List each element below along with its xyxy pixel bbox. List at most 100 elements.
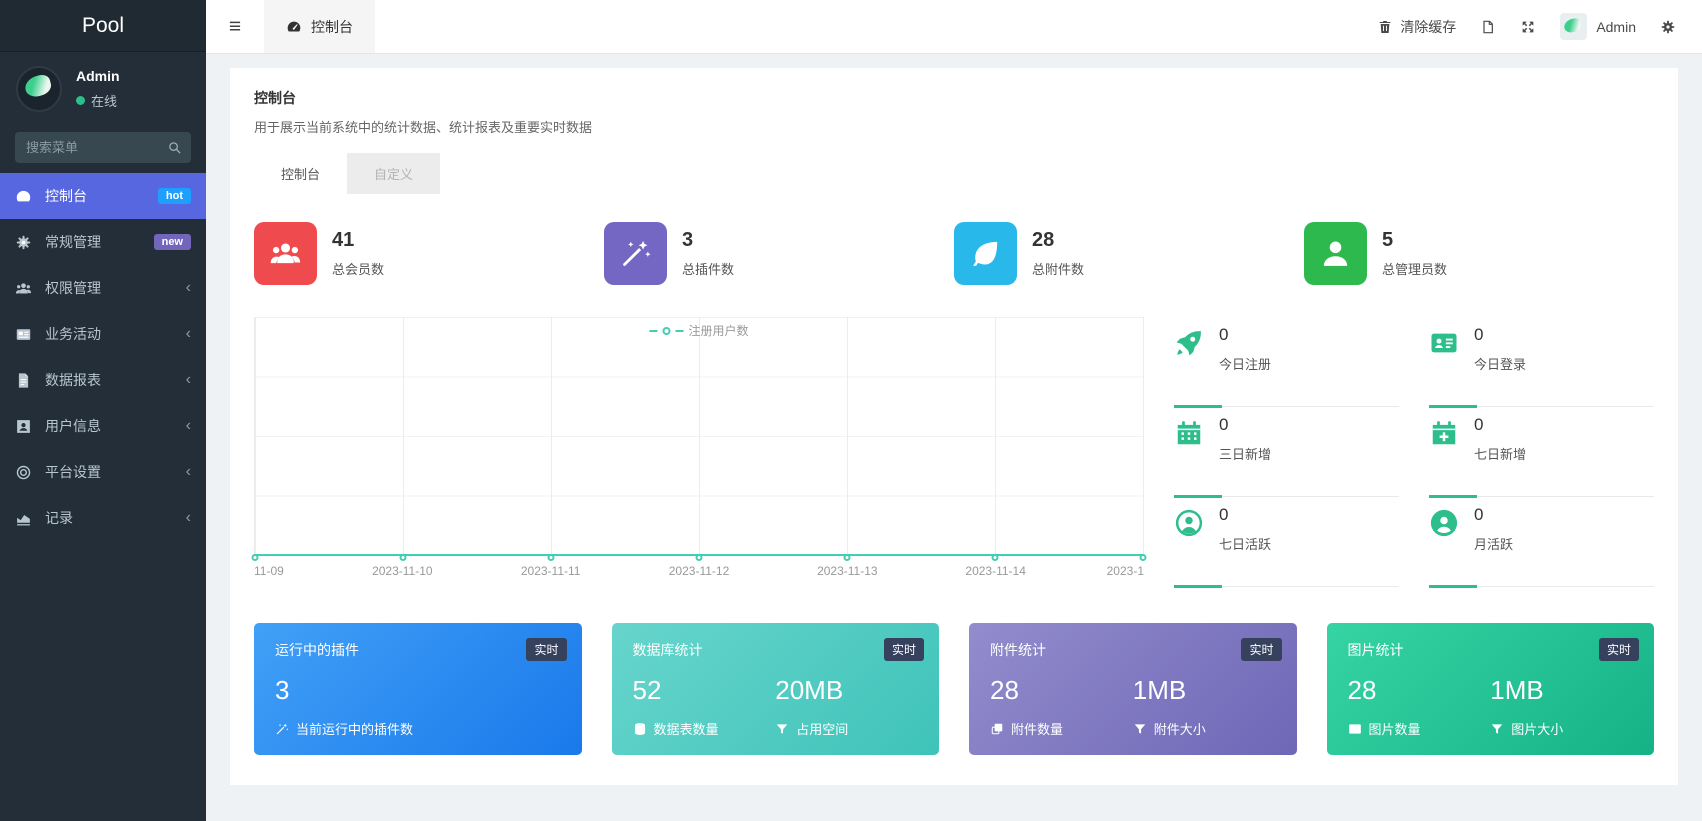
chevron-left-icon: ‹ bbox=[185, 463, 191, 480]
sidebar-item-reports[interactable]: 数据报表 ‹ bbox=[0, 357, 206, 403]
clear-cache-button[interactable]: 清除缓存 bbox=[1377, 17, 1456, 37]
mini-stat-label: 月活跃 bbox=[1474, 537, 1514, 552]
card-image-stats: 图片统计 实时 28 图片数量 1MB 图片大小 bbox=[1326, 623, 1654, 755]
topbar: ≡ 控制台 清除缓存 Admin bbox=[206, 0, 1702, 54]
legend-label: 注册用户数 bbox=[688, 324, 749, 338]
settings-gears-icon bbox=[1660, 19, 1676, 35]
mini-stat-value: 0 bbox=[1219, 415, 1229, 434]
image-icon bbox=[1348, 722, 1362, 736]
sidebar-item-label: 平台设置 bbox=[45, 464, 101, 480]
sidebar-menu: 控制台 hot 常规管理 new 权限管理 ‹ 业务活动 ‹ 数据报表 ‹ 用户… bbox=[0, 173, 206, 541]
stat-total-attachments: 28 总附件数 bbox=[954, 222, 1304, 285]
mini-stat-label: 三日新增 bbox=[1219, 447, 1272, 462]
user-menu[interactable]: Admin bbox=[1560, 13, 1636, 40]
filter-icon bbox=[1133, 722, 1147, 736]
calendar-icon bbox=[1174, 418, 1204, 448]
fullscreen-button[interactable] bbox=[1520, 19, 1536, 35]
sidebar-item-label: 用户信息 bbox=[45, 418, 101, 434]
user-circle-solid-icon bbox=[1429, 508, 1459, 538]
realtime-badge: 实时 bbox=[1598, 638, 1639, 661]
sidebar-item-records[interactable]: 记录 ‹ bbox=[0, 495, 206, 541]
menu-search bbox=[15, 132, 191, 163]
legend-marker-icon bbox=[662, 326, 671, 335]
sidebar-item-dashboard[interactable]: 控制台 hot bbox=[0, 173, 206, 219]
sidebar-item-permissions[interactable]: 权限管理 ‹ bbox=[0, 265, 206, 311]
gears-icon bbox=[15, 234, 32, 251]
card-title: 运行中的插件 bbox=[275, 642, 359, 658]
file-icon bbox=[15, 372, 32, 389]
card-title: 数据库统计 bbox=[632, 642, 703, 658]
mini-stat-value: 0 bbox=[1474, 325, 1484, 344]
sidebar-item-business[interactable]: 业务活动 ‹ bbox=[0, 311, 206, 357]
brand-logo[interactable]: Pool bbox=[0, 0, 206, 52]
x-tick: 2023-11-14 bbox=[965, 564, 1026, 578]
card-value: 52 bbox=[632, 675, 662, 705]
data-point bbox=[695, 554, 703, 561]
refresh-page-button[interactable] bbox=[1480, 19, 1496, 35]
x-tick: 11-09 bbox=[254, 564, 284, 578]
main-content: 控制台 用于展示当前系统中的统计数据、统计报表及重要实时数据 控制台 自定义 4… bbox=[206, 54, 1702, 821]
realtime-badge: 实时 bbox=[526, 638, 567, 661]
mini-stat-value: 0 bbox=[1474, 505, 1484, 524]
tab-custom[interactable]: 自定义 bbox=[347, 153, 441, 194]
card-title: 图片统计 bbox=[1347, 642, 1404, 658]
rocket-icon bbox=[1174, 328, 1204, 358]
newspaper-icon bbox=[15, 326, 32, 343]
user-circle-icon bbox=[1174, 508, 1204, 538]
topbar-user-name: Admin bbox=[1596, 18, 1636, 35]
mini-stat-today-login: 0 今日登录 bbox=[1429, 317, 1654, 408]
users-icon bbox=[15, 280, 32, 297]
data-point bbox=[251, 554, 259, 561]
sidebar-item-label: 业务活动 bbox=[45, 326, 101, 342]
stats-row: 41 总会员数 3 总插件数 28 总附件数 bbox=[254, 222, 1654, 285]
filter-icon bbox=[1490, 722, 1504, 736]
topbar-tab-dashboard[interactable]: 控制台 bbox=[264, 0, 375, 53]
avatar[interactable] bbox=[16, 66, 62, 112]
page-title: 控制台 bbox=[254, 90, 296, 106]
mini-stat-3day-new: 0 三日新增 bbox=[1174, 407, 1399, 498]
stat-total-plugins: 3 总插件数 bbox=[604, 222, 954, 285]
card-value: 3 bbox=[275, 675, 290, 705]
card-value-label: 图片数量 bbox=[1368, 722, 1421, 737]
menu-toggle-icon[interactable]: ≡ bbox=[228, 14, 242, 38]
calendar-plus-icon bbox=[1429, 418, 1459, 448]
chevron-left-icon: ‹ bbox=[185, 417, 191, 434]
sidebar-item-general[interactable]: 常规管理 new bbox=[0, 219, 206, 265]
stat-label: 总管理员数 bbox=[1382, 262, 1448, 277]
stat-label: 总附件数 bbox=[1032, 262, 1085, 277]
users-icon bbox=[254, 222, 317, 285]
fullscreen-icon bbox=[1520, 19, 1536, 35]
tab-dashboard[interactable]: 控制台 bbox=[254, 153, 348, 194]
search-input[interactable] bbox=[15, 132, 191, 163]
mini-stat-7day-new: 0 七日新增 bbox=[1429, 407, 1654, 498]
data-point bbox=[1139, 554, 1147, 561]
chart-x-axis: 11-09 2023-11-10 2023-11-11 2023-11-12 2… bbox=[254, 564, 1144, 584]
sidebar-item-userinfo[interactable]: 用户信息 ‹ bbox=[0, 403, 206, 449]
data-point bbox=[991, 554, 999, 561]
sidebar-item-platform[interactable]: 平台设置 ‹ bbox=[0, 449, 206, 495]
filter-icon bbox=[775, 722, 789, 736]
card-value-label: 附件数量 bbox=[1011, 722, 1064, 737]
id-card-icon bbox=[1429, 328, 1459, 358]
clear-cache-label: 清除缓存 bbox=[1400, 18, 1457, 35]
card-value2: 20MB bbox=[775, 675, 844, 705]
realtime-badge: 实时 bbox=[883, 638, 924, 661]
card-value: 28 bbox=[1347, 675, 1377, 705]
chevron-left-icon: ‹ bbox=[185, 509, 191, 526]
card-value: 28 bbox=[990, 675, 1019, 705]
trash-icon bbox=[1377, 19, 1393, 35]
sidebar-item-label: 控制台 bbox=[45, 188, 87, 204]
sidebar: Pool Admin 在线 控制台 hot 常规管理 new 权限管理 ‹ bbox=[0, 0, 206, 821]
mini-stat-value: 0 bbox=[1474, 415, 1484, 434]
user-status: 在线 bbox=[91, 94, 118, 109]
mini-stats-grid: 0 今日注册 0 今日登录 0 三日新增 bbox=[1174, 317, 1654, 588]
leaf-icon bbox=[954, 222, 1017, 285]
settings-button[interactable] bbox=[1660, 19, 1676, 35]
data-point bbox=[399, 554, 407, 561]
stat-value: 41 bbox=[332, 229, 355, 251]
summary-cards: 运行中的插件 实时 3 当前运行中的插件数 数据库统计 实时 52 bbox=[254, 623, 1654, 755]
card-value2: 1MB bbox=[1132, 675, 1187, 705]
user-name: Admin bbox=[76, 68, 120, 84]
data-point bbox=[843, 554, 851, 561]
chart-legend[interactable]: 注册用户数 bbox=[649, 322, 749, 339]
